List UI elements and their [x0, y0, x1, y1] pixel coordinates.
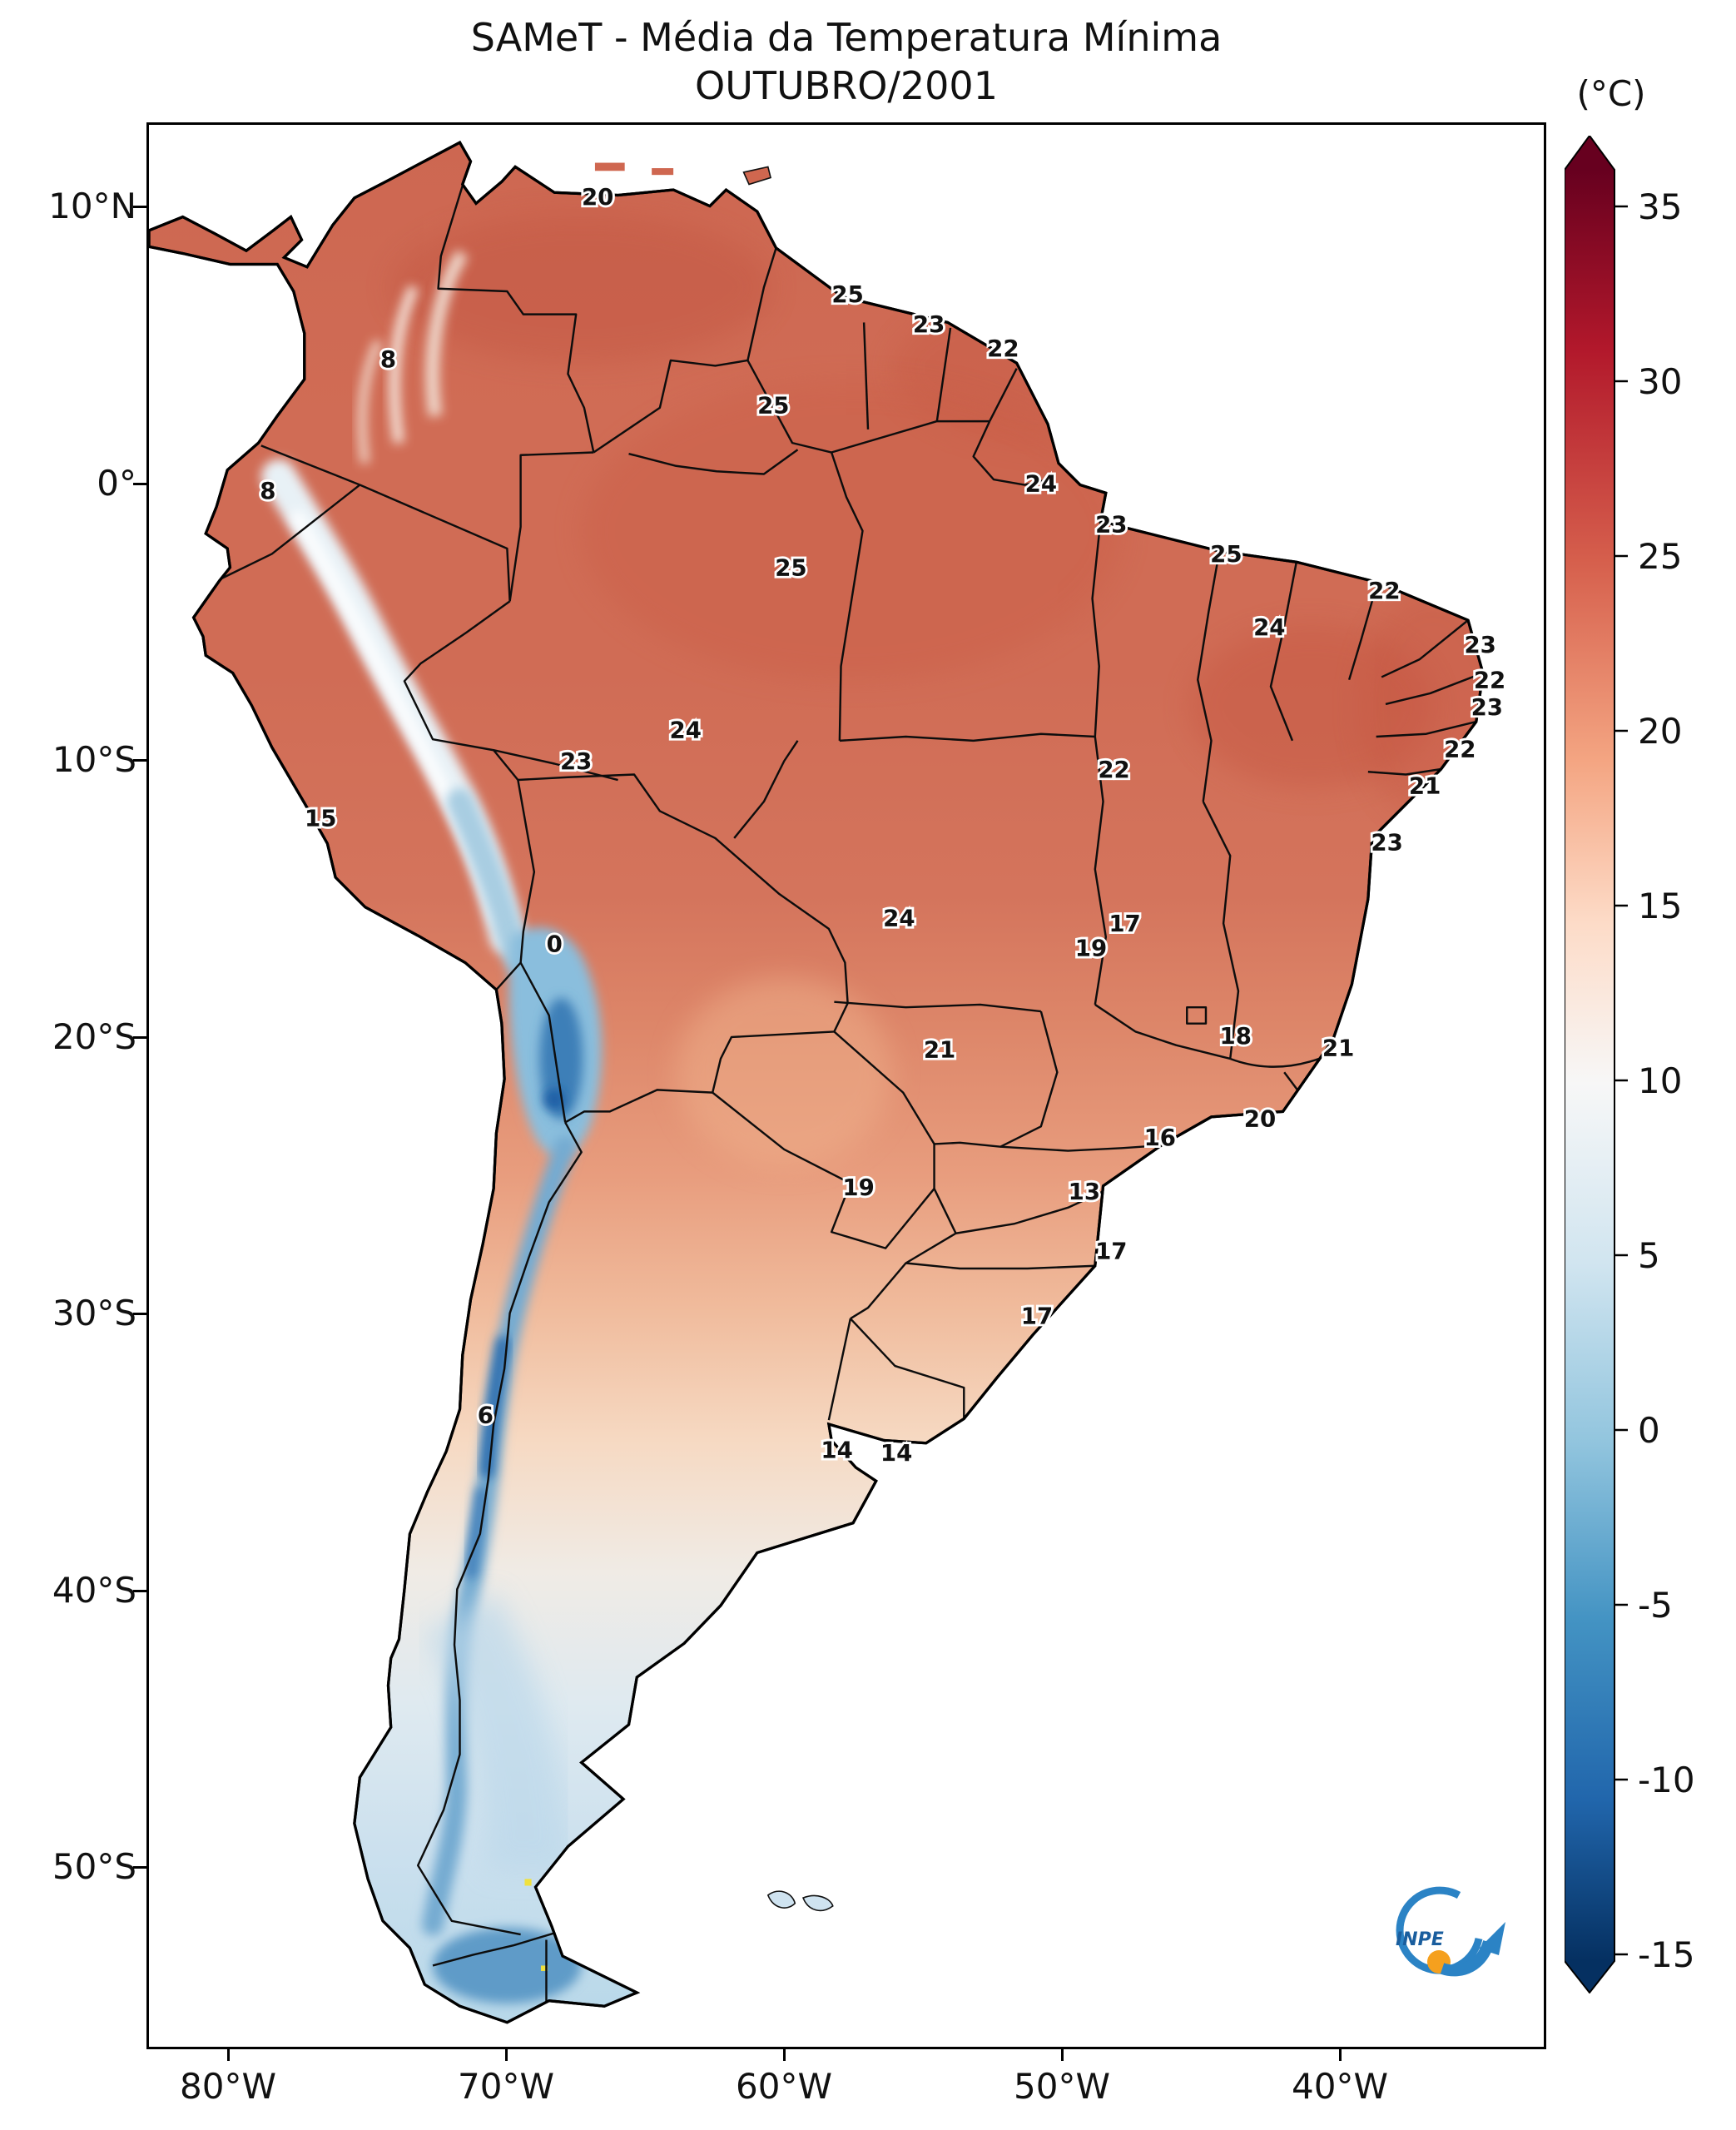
map-plot: 20 25 23 22 8 25 8 24 23 25 25 22 24 23 22 23 24 22 23 22 21… [146, 122, 1546, 2049]
lat-tickmark [133, 1313, 146, 1315]
colorbar: 35 30 25 20 15 10 5 0 -5 -10 -15 [1565, 136, 1695, 1993]
temperature-label: 15 [305, 804, 336, 832]
colorbar-tick-label: 20 [1638, 711, 1682, 752]
temperature-label: 24 [670, 717, 702, 744]
colorbar-bottom-arrow [1565, 1961, 1614, 1993]
lon-tick-label: 50°W [1014, 2066, 1110, 2107]
temperature-label: 16 [1144, 1124, 1176, 1151]
temperature-label: 6 [478, 1401, 494, 1428]
temperature-label: 17 [1109, 910, 1140, 937]
title-block: SAMeT - Média da Temperatura Mínima OUTU… [146, 13, 1546, 110]
lat-tick-label: 40°S [52, 1570, 136, 1611]
colorbar-tick-label: 10 [1638, 1060, 1682, 1101]
temperature-label: 19 [1075, 934, 1107, 961]
temperature-label: 24 [883, 905, 915, 932]
inpe-logo-text: INPE [1396, 1929, 1444, 1950]
temperature-label: 19 [842, 1174, 874, 1201]
temperature-label: 23 [1371, 829, 1402, 856]
temperature-label: 23 [1095, 510, 1127, 538]
lon-tick-label: 80°W [180, 2066, 276, 2107]
temperature-label: 14 [880, 1439, 912, 1467]
temperature-label: 25 [757, 391, 789, 419]
lon-tickmark [783, 2048, 786, 2061]
temperature-label: 25 [775, 554, 806, 581]
colorbar-tick-label: -10 [1638, 1760, 1695, 1800]
figure-subtitle: OUTUBRO/2001 [695, 63, 998, 108]
colorbar-tick-label: 0 [1638, 1410, 1660, 1451]
temperature-label: 18 [1220, 1022, 1252, 1050]
temperature-label: 22 [1368, 577, 1400, 604]
temperature-label: 22 [1098, 756, 1129, 783]
islands [594, 162, 834, 1912]
lat-tick-label: 10°N [48, 186, 136, 226]
lon-tick-label: 40°W [1292, 2066, 1388, 2107]
temperature-label: 8 [260, 477, 275, 504]
colorbar-ticks: 35 30 25 20 15 10 5 0 -5 -10 -15 [1614, 186, 1695, 1975]
temperature-label: 23 [560, 747, 592, 775]
temperature-label: 23 [913, 310, 945, 338]
lon-tickmark [1339, 2048, 1342, 2061]
lon-tickmark [505, 2048, 508, 2061]
colorbar-tick-label: 25 [1638, 536, 1682, 577]
inpe-orbit-icon [1396, 1886, 1483, 1974]
temperature-label: 22 [1444, 735, 1476, 762]
colorbar-unit-label: (°C) [1576, 73, 1646, 114]
temperature-label: 24 [1025, 470, 1057, 498]
temperature-label: 20 [1244, 1105, 1276, 1132]
inpe-arrowhead-icon [1479, 1922, 1505, 1955]
lat-tick-label: 50°S [52, 1846, 136, 1887]
temperature-label: 0 [547, 931, 563, 958]
temperature-label: 23 [1464, 631, 1495, 658]
colorbar-tick-label: 5 [1638, 1235, 1660, 1276]
temperature-label: 21 [924, 1035, 955, 1063]
temperature-label: 22 [987, 335, 1019, 362]
lat-tick-label: 0° [97, 463, 136, 504]
lon-tick-label: 70°W [458, 2066, 554, 2107]
lat-tick-label: 30°S [52, 1293, 136, 1333]
temperature-label: 17 [1095, 1238, 1127, 1265]
political-borders [221, 167, 1483, 2003]
colorbar-tick-label: -5 [1638, 1585, 1673, 1626]
temperature-label: 22 [1474, 666, 1505, 693]
colorbar-tick-label: 15 [1638, 886, 1682, 926]
lon-tick-label: 60°W [736, 2066, 832, 2107]
temperature-label: 25 [1210, 540, 1242, 568]
colorbar-top-arrow [1565, 136, 1614, 170]
temperature-label: 21 [1409, 772, 1441, 799]
lat-tick-label: 10°S [52, 739, 136, 780]
temperature-label: 25 [831, 281, 863, 308]
lat-tickmark [133, 1036, 146, 1039]
lat-tickmark [133, 206, 146, 208]
lat-tickmark [133, 759, 146, 762]
lat-tickmark [133, 1590, 146, 1592]
lat-tickmark [133, 483, 146, 485]
inpe-logo: INPE [1396, 1886, 1505, 1977]
colorbar-body [1565, 170, 1614, 1961]
temperature-label: 20 [582, 183, 613, 211]
temperature-label: 8 [380, 345, 396, 373]
temperature-label: 24 [1253, 613, 1285, 641]
temperature-label: 17 [1021, 1303, 1053, 1330]
colorbar-tick-label: -15 [1638, 1934, 1695, 1975]
temperature-label: 23 [1471, 693, 1503, 721]
lat-tick-label: 20°S [52, 1016, 136, 1057]
temperature-label: 21 [1322, 1035, 1354, 1062]
colorbar-outline [1565, 136, 1615, 1993]
lon-tickmark [1061, 2048, 1064, 2061]
lon-tickmark [227, 2048, 230, 2061]
temperature-label: 13 [1069, 1178, 1100, 1205]
temperature-label: 14 [821, 1437, 852, 1464]
lat-tickmark [133, 1866, 146, 1869]
colorbar-tick-label: 35 [1638, 186, 1682, 227]
figure-title: SAMeT - Média da Temperatura Mínima [470, 15, 1223, 60]
colorbar-tick-label: 30 [1638, 361, 1682, 402]
